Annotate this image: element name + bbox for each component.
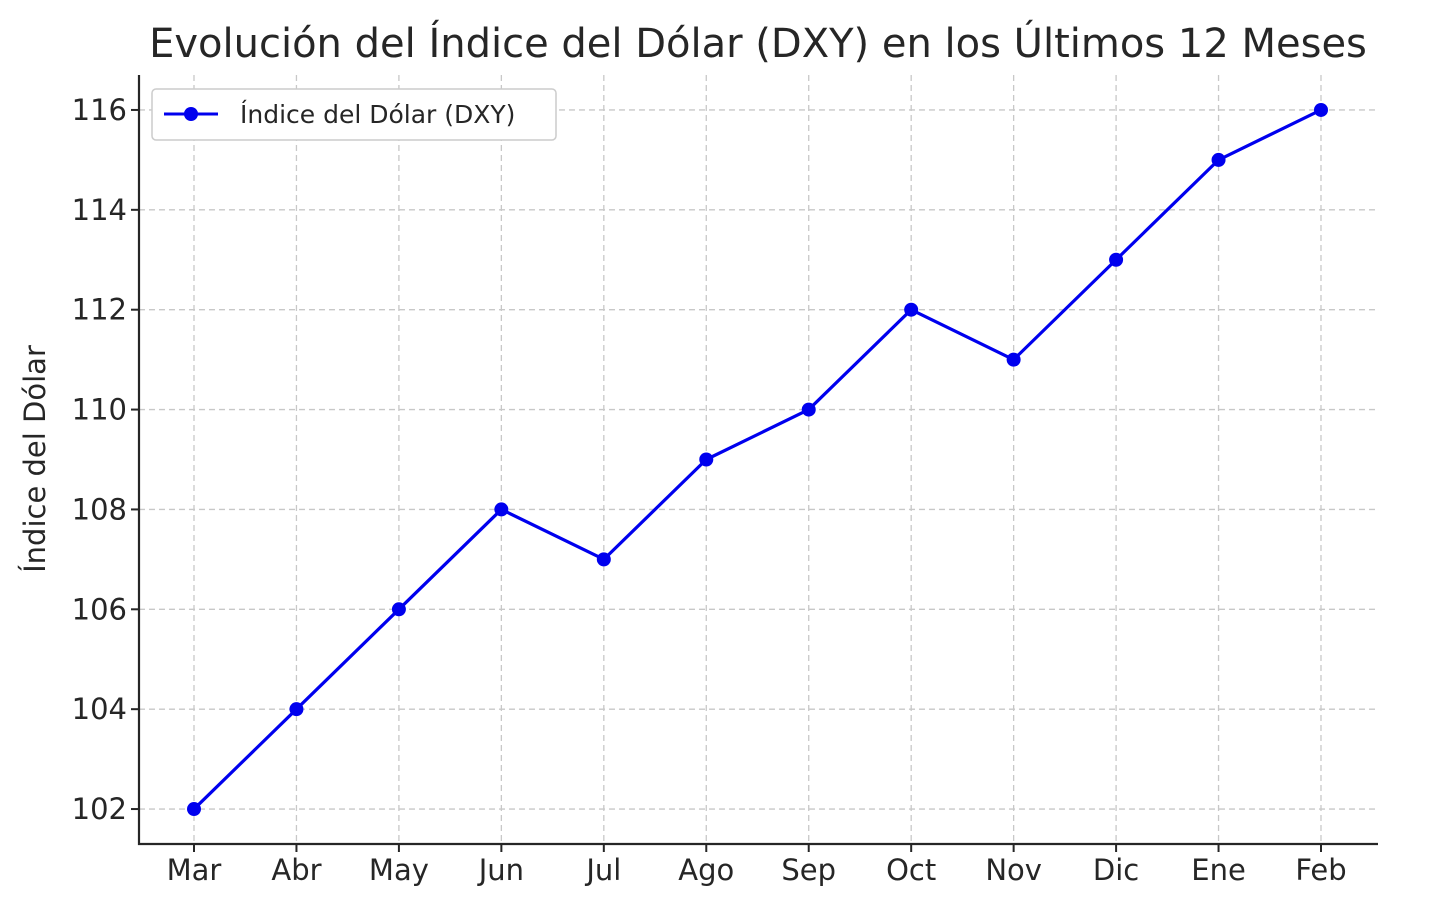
data-point (699, 452, 714, 467)
y-tick-label: 112 (72, 293, 127, 327)
x-tick-label: Jul (584, 853, 621, 887)
data-point (1314, 102, 1328, 117)
y-tick-label: 104 (72, 692, 127, 726)
y-axis-label: Índice del Dólar (18, 345, 52, 573)
y-tick-label: 110 (72, 393, 127, 427)
data-point (904, 302, 919, 317)
x-tick-label: Jun (477, 853, 524, 887)
x-tick-label: May (369, 853, 429, 887)
x-tick-label: Sep (781, 853, 836, 887)
legend-marker-swatch (184, 107, 198, 121)
x-tick-label: Oct (886, 853, 936, 887)
data-point (596, 552, 611, 567)
data-point (289, 702, 304, 717)
axes-spines (137, 75, 1378, 846)
x-tick-label: Nov (985, 853, 1042, 887)
data-point (391, 602, 406, 617)
x-tick-label: Ene (1191, 853, 1246, 887)
series-layer (187, 102, 1328, 817)
grid-lines (139, 75, 1378, 844)
x-tick-label: Ago (678, 853, 734, 887)
series-line (192, 108, 1322, 811)
data-point (1109, 252, 1124, 267)
data-point (187, 802, 201, 817)
y-tick-label: 108 (72, 492, 127, 526)
y-tick-label: 114 (72, 193, 127, 227)
y-axis-ticks: 102 104 106 108 110 112 114 116 (72, 93, 139, 826)
legend-label: Índice del Dólar (DXY) (240, 100, 515, 129)
data-point (494, 502, 509, 517)
legend: Índice del Dólar (DXY) (151, 88, 557, 141)
x-tick-label: Dic (1093, 853, 1139, 887)
x-axis-ticks: Mar Abr May Jun Jul Ago Sep Oct Nov Dic Ene Feb (167, 844, 1347, 887)
chart-title: Evolución del Índice del Dólar (DXY) en … (149, 19, 1367, 67)
x-tick-label: Abr (271, 853, 321, 887)
y-tick-label: 106 (72, 592, 127, 626)
y-tick-label: 116 (72, 93, 127, 127)
data-point (1211, 152, 1226, 167)
x-tick-label: Mar (167, 853, 222, 887)
y-tick-label: 102 (72, 792, 127, 826)
data-point (801, 402, 816, 417)
legend-box (151, 88, 557, 141)
data-point (1006, 352, 1021, 367)
x-tick-label: Feb (1295, 853, 1346, 887)
